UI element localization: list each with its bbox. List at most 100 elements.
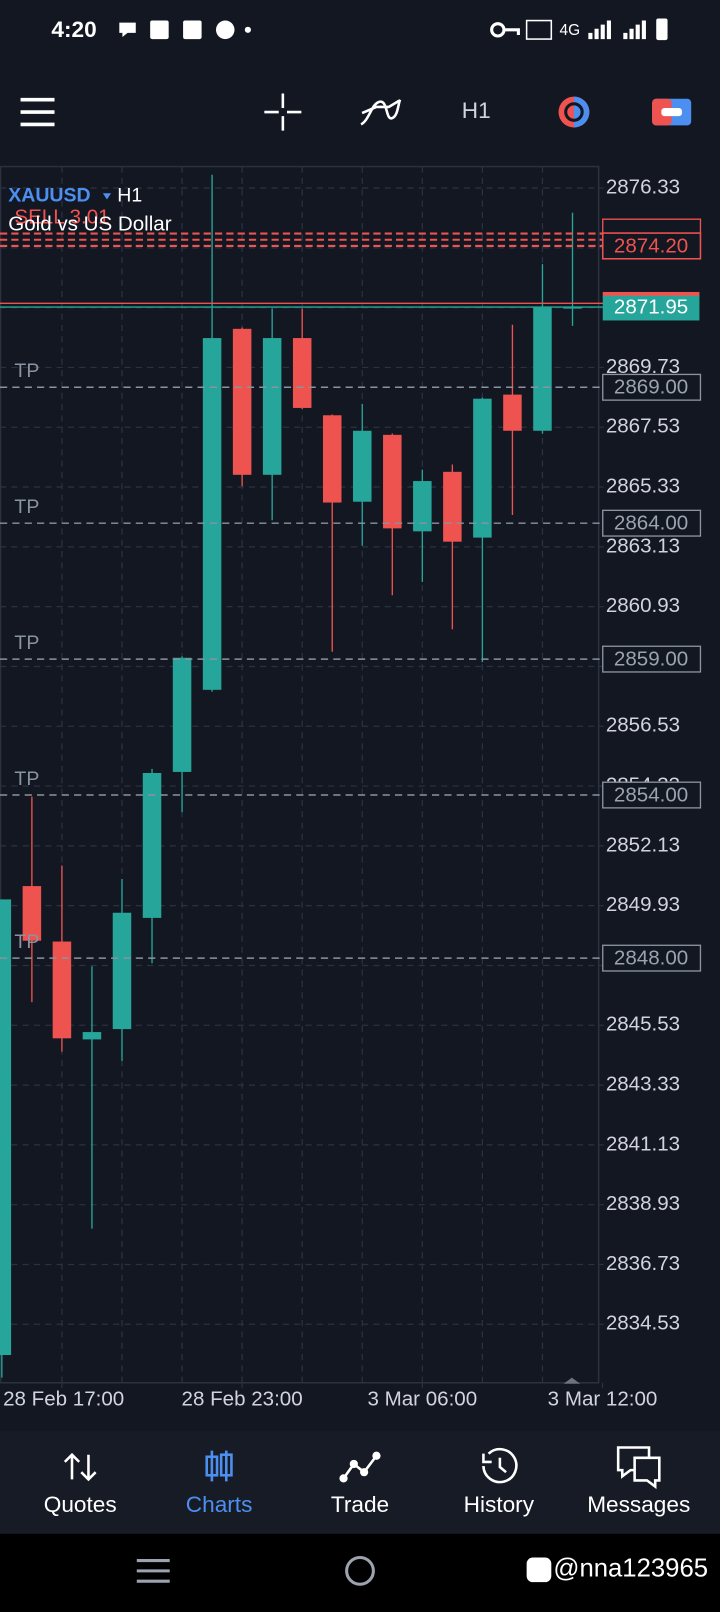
y-tick-label: 2849.93 <box>606 893 680 916</box>
crosshair-button[interactable] <box>264 93 302 131</box>
y-tick-label: 2852.13 <box>606 833 680 856</box>
y-tick-label: 2856.53 <box>606 714 680 737</box>
tp-text: TP <box>14 496 39 518</box>
recent-apps-button[interactable] <box>136 1559 170 1583</box>
tp-price-box <box>602 509 702 537</box>
charts-icon <box>205 1455 219 1477</box>
trade-toggle-button <box>661 107 682 117</box>
tp-price-label: 2854.00 <box>614 784 688 807</box>
nav-label[interactable]: History <box>464 1492 535 1517</box>
watermark: @nna123965 <box>553 1555 708 1583</box>
trade-icon <box>339 1474 348 1483</box>
candle-body <box>473 398 492 538</box>
signal-icon <box>588 20 611 40</box>
nav-label[interactable]: Messages <box>587 1492 690 1517</box>
quotes-icon <box>63 1452 97 1482</box>
watermark-icon <box>526 1557 552 1583</box>
bid-price-label: 2871.95 <box>614 296 688 319</box>
tp-text: TP <box>14 632 39 654</box>
candle-body <box>292 338 312 408</box>
trade-icon <box>360 1468 369 1477</box>
status-icon <box>183 20 202 40</box>
status-bar: 4:20 4G <box>51 17 668 42</box>
candle-body <box>142 773 162 918</box>
volte-icon <box>525 19 553 40</box>
y-tick-label: 2836.73 <box>606 1252 680 1275</box>
tp-text: TP <box>14 360 39 382</box>
tp-text: TP <box>14 768 39 790</box>
candle-body <box>383 434 402 529</box>
signal-icon <box>623 20 646 40</box>
chart-timeframe: H1 <box>117 185 142 207</box>
plot-frame <box>0 165 600 1384</box>
x-tick-label: 28 Feb 17:00 <box>3 1388 124 1411</box>
x-axis: 28 Feb 17:00 28 Feb 23:00 3 Mar 06:00 3 Mar… <box>3 1382 658 1411</box>
tp-price-box <box>602 944 702 972</box>
y-tick-label: 2860.93 <box>606 594 680 617</box>
sell-price-box <box>601 232 702 260</box>
chart-header: SELL 3.01 XAUUSD H1 Gold vs US Dollar <box>8 185 171 236</box>
candle-body <box>202 338 222 690</box>
toolbar: H1 <box>20 93 692 131</box>
status-icon <box>150 20 169 40</box>
menu-button[interactable] <box>20 97 55 127</box>
candles <box>0 174 582 1378</box>
nav-label[interactable]: Charts <box>186 1492 253 1517</box>
y-tick-label: 2843.33 <box>606 1073 680 1096</box>
tp-price-label: 2869.00 <box>614 376 688 399</box>
charts-icon <box>219 1453 233 1477</box>
y-tick-label: 2841.13 <box>606 1132 680 1155</box>
tp-price-label: 2864.00 <box>614 512 688 535</box>
tp-price-box <box>602 645 702 673</box>
y-tick-label: 2834.53 <box>606 1312 680 1335</box>
one-click-button <box>564 102 584 122</box>
timeframe-button[interactable]: H1 <box>462 98 491 123</box>
trade-icon <box>372 1451 381 1460</box>
sell-price-label: 2874.20 <box>614 234 688 257</box>
network-type: 4G <box>560 22 581 39</box>
nav-items: Quotes Charts Trade History Messages <box>44 1446 690 1517</box>
candle-body <box>112 912 132 1030</box>
price-levels: 2876.332874.132871.932869.732867.532865.… <box>0 175 702 1335</box>
tp-price-label: 2848.00 <box>614 947 688 970</box>
trade-icon <box>342 1454 378 1480</box>
scroll-indicator <box>563 1377 581 1384</box>
symbol-dropdown[interactable] <box>102 193 112 200</box>
y-tick-label: 2876.33 <box>606 175 680 198</box>
y-tick-label: 2838.93 <box>606 1192 680 1215</box>
y-tick-label: 2845.53 <box>606 1013 680 1036</box>
system-nav <box>0 1533 720 1612</box>
status-icon <box>244 26 251 33</box>
symbol-description: Gold vs US Dollar <box>8 213 171 236</box>
candle-body <box>413 481 432 532</box>
bottom-nav <box>0 1431 720 1534</box>
tp-price-box <box>602 781 702 809</box>
history-icon <box>482 1447 518 1484</box>
nav-label[interactable]: Quotes <box>44 1492 117 1517</box>
y-tick-label: 2867.53 <box>606 415 680 438</box>
status-icon <box>216 20 235 40</box>
tp-price-box <box>602 373 702 401</box>
candle-body <box>533 307 552 431</box>
symbol[interactable]: XAUUSD <box>8 185 90 207</box>
order-label: SELL 3.01 <box>14 205 109 228</box>
home-button[interactable] <box>345 1555 375 1586</box>
candle-body <box>563 307 582 309</box>
candle-body <box>22 886 42 941</box>
sell-price-box-back <box>602 218 702 235</box>
indicators-button[interactable] <box>360 99 402 126</box>
candle-body <box>353 430 372 502</box>
x-tick-label: 28 Feb 23:00 <box>182 1388 303 1411</box>
clock: 4:20 <box>51 17 96 42</box>
ask-price-box <box>602 291 700 298</box>
candle-body <box>0 899 12 1356</box>
nav-label[interactable]: Trade <box>331 1492 389 1517</box>
y-tick-label: 2865.33 <box>606 474 680 497</box>
candle-body <box>322 415 342 503</box>
trade-icon <box>349 1459 358 1469</box>
candle-body <box>52 941 72 1039</box>
x-tick-label: 3 Mar 06:00 <box>367 1388 477 1411</box>
x-tick-label: 3 Mar 12:00 <box>548 1388 658 1411</box>
